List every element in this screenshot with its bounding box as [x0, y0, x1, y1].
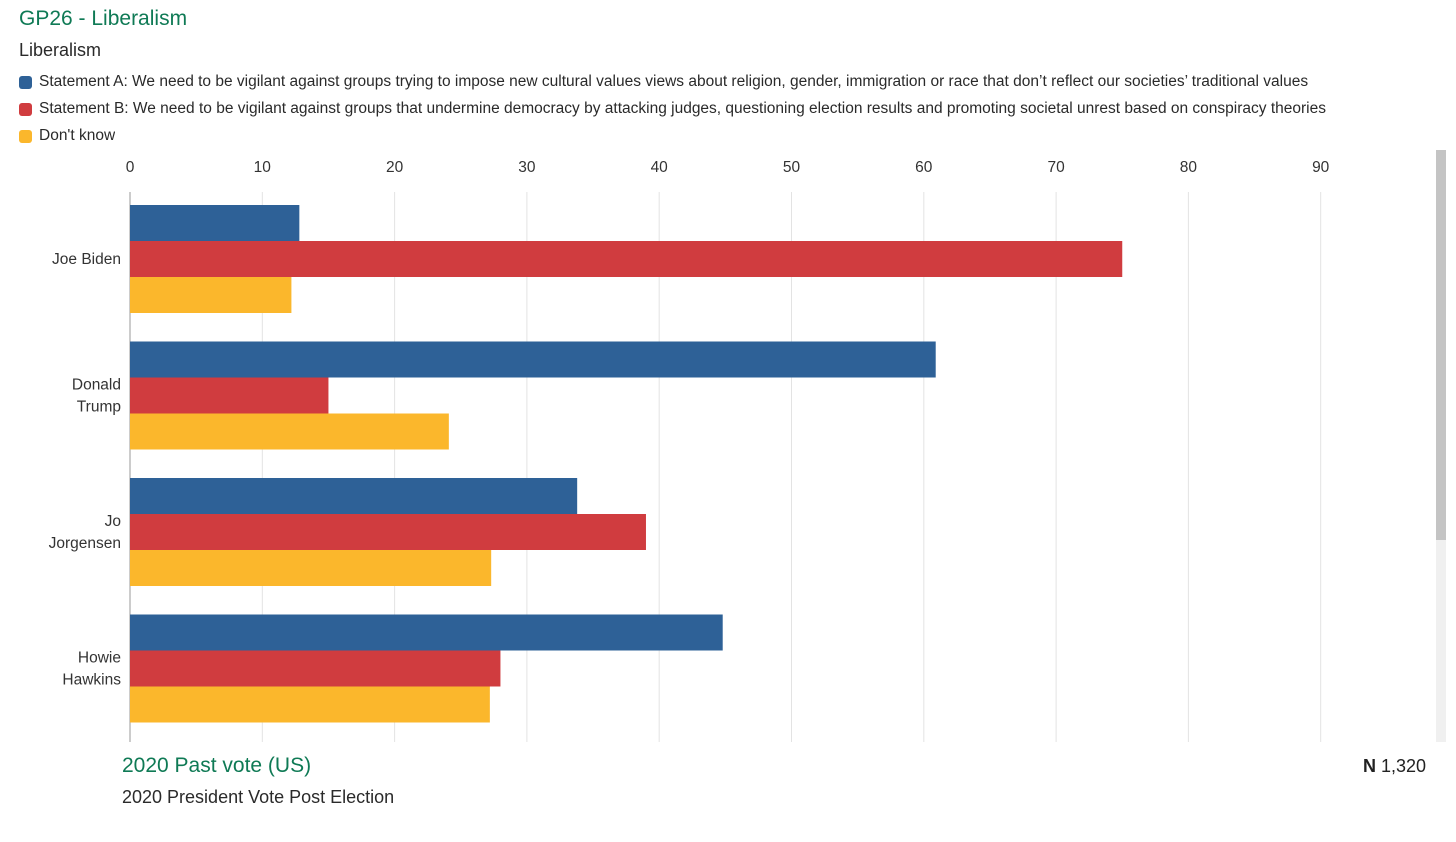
bar-joe-biden-statement-b[interactable]	[130, 241, 1123, 277]
bar-jo-jorgensen-statement-a[interactable]	[130, 478, 578, 514]
bar-jo-jorgensen-don-t-know[interactable]	[130, 550, 492, 586]
question-subtitle: 2020 President Vote Post Election	[122, 787, 395, 807]
category-label-jo-jorgensen: Jo Jorgensen	[49, 513, 121, 552]
category-label-line: Joe Biden	[52, 251, 121, 268]
bar-donald-trump-don-t-know[interactable]	[130, 413, 449, 450]
x-tick-label-80: 80	[1180, 159, 1198, 176]
chart-scrollbar[interactable]	[1436, 150, 1446, 742]
category-label-joe-biden: Joe Biden	[52, 251, 121, 268]
bar-chart: 0 10 20 30 40 50 60 70 80 90 Joe Biden Donald Trump J…	[49, 159, 1330, 742]
legend-label-statement-b: Statement B: We need to be vigilant agai…	[39, 100, 1326, 117]
bar-howie-hawkins-statement-a[interactable]	[130, 614, 723, 651]
category-label-line: Hawkins	[62, 672, 121, 689]
scrollbar-thumb[interactable]	[1436, 150, 1446, 540]
category-label-line: Howie	[78, 650, 121, 667]
legend-swatch-statement-b	[19, 102, 32, 116]
x-tick-label-50: 50	[783, 159, 801, 176]
sample-size-value: 1,320	[1380, 756, 1426, 776]
bar-jo-jorgensen-statement-b[interactable]	[130, 514, 646, 550]
bar-donald-trump-statement-b[interactable]	[130, 377, 329, 414]
x-tick-label-0: 0	[126, 159, 135, 176]
x-tick-label-20: 20	[386, 159, 404, 176]
legend-item-dont-know[interactable]: Don't know	[19, 127, 1449, 145]
x-tick-label-40: 40	[651, 159, 669, 176]
bar-howie-hawkins-statement-b[interactable]	[130, 650, 501, 687]
bar-howie-hawkins-don-t-know[interactable]	[130, 686, 490, 723]
bar-joe-biden-statement-a[interactable]	[130, 205, 300, 241]
chart-subtitle: Liberalism	[19, 40, 102, 60]
legend-swatch-statement-a	[19, 75, 32, 89]
x-tick-label-70: 70	[1047, 159, 1065, 176]
legend-item-statement-a[interactable]: Statement A: We need to be vigilant agai…	[19, 73, 1449, 91]
sample-size-label: N	[1362, 756, 1376, 776]
bar-joe-biden-don-t-know[interactable]	[130, 277, 292, 313]
category-label-howie-hawkins: Howie Hawkins	[62, 650, 121, 689]
category-label-line: Donald	[72, 377, 121, 394]
category-label-line: Trump	[77, 399, 121, 416]
category-label-line: Jorgensen	[49, 535, 121, 552]
bar-donald-trump-statement-a[interactable]	[130, 341, 936, 378]
x-tick-label-10: 10	[254, 159, 272, 176]
category-label-line: Jo	[105, 513, 121, 530]
x-tick-label-90: 90	[1312, 159, 1330, 176]
x-tick-label-60: 60	[915, 159, 933, 176]
legend-label-dont-know: Don't know	[39, 127, 116, 144]
legend-label-statement-a: Statement A: We need to be vigilant agai…	[39, 73, 1309, 90]
x-tick-label-30: 30	[518, 159, 536, 176]
legend-item-statement-b[interactable]: Statement B: We need to be vigilant agai…	[19, 100, 1449, 118]
sample-size: N 1,320	[1363, 756, 1426, 777]
category-label-donald-trump: Donald Trump	[72, 377, 121, 416]
question-title: 2020 Past vote (US)	[122, 754, 312, 777]
chart-title: GP26 - Liberalism	[19, 7, 188, 30]
legend-swatch-dont-know	[19, 129, 32, 143]
